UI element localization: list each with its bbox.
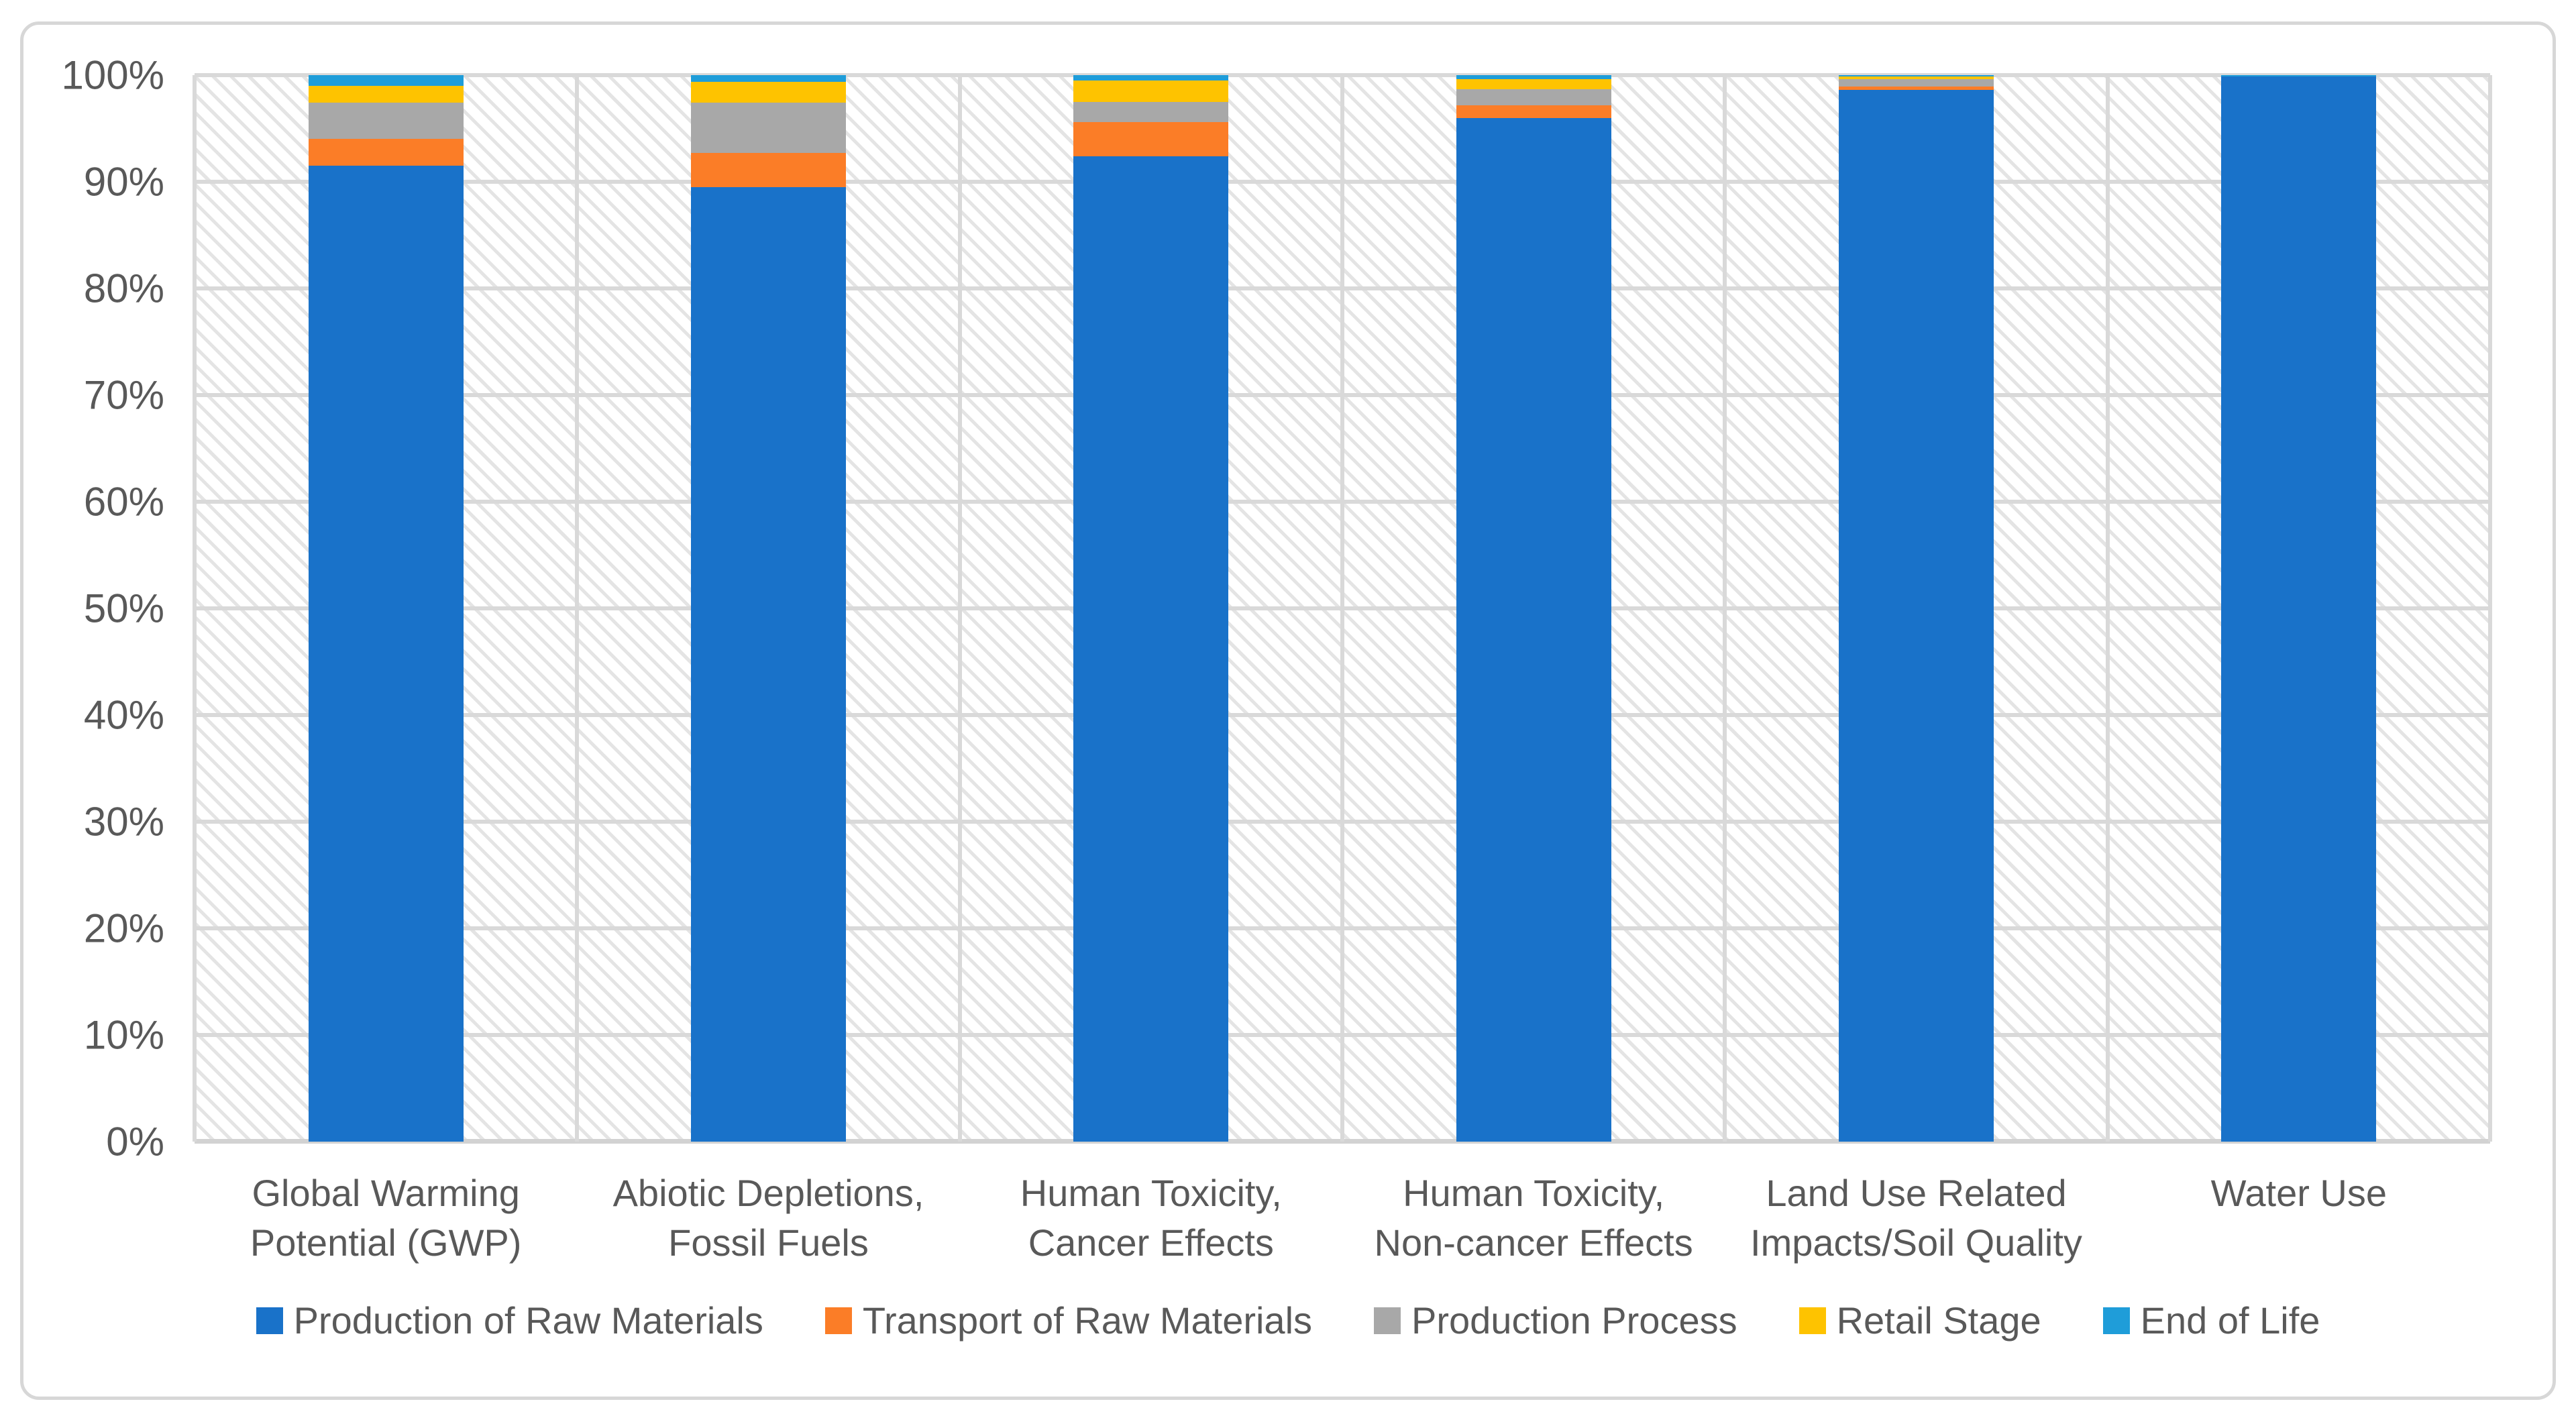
category-label: Water Use bbox=[2210, 1172, 2387, 1214]
legend-swatch-icon bbox=[256, 1307, 283, 1334]
bar-segment bbox=[691, 81, 846, 103]
bar-segment bbox=[1073, 101, 1229, 122]
y-tick-label: 20% bbox=[83, 906, 164, 951]
bar-segment bbox=[1838, 87, 1994, 91]
bar-segment bbox=[1456, 79, 1611, 89]
category-label: Abiotic Depletions, Fossil Fuels bbox=[612, 1172, 924, 1264]
stacked-bar bbox=[2221, 75, 2377, 1142]
y-tick-label: 100% bbox=[61, 52, 164, 98]
bar-segment bbox=[1073, 80, 1229, 102]
bar-segment bbox=[1073, 156, 1229, 1142]
category-label: Human Toxicity, Cancer Effects bbox=[1020, 1172, 1282, 1264]
legend-label: End of Life bbox=[2140, 1299, 2320, 1342]
bar-segment bbox=[308, 103, 464, 140]
y-tick-label: 70% bbox=[83, 372, 164, 418]
stacked-bar bbox=[308, 75, 464, 1142]
bar-segment bbox=[1456, 75, 1611, 80]
plot-area bbox=[193, 73, 2492, 1144]
bar-segment bbox=[691, 75, 846, 82]
y-axis-labels: 0% 10% 20% 30% 40% 50% 60% 70% 80% 90% 100% bbox=[20, 53, 164, 1164]
bar-segment bbox=[1456, 105, 1611, 118]
bar-segment bbox=[1456, 89, 1611, 105]
bar-segment bbox=[2221, 76, 2377, 1142]
vertical-gridline bbox=[2488, 75, 2492, 1142]
vertical-gridline bbox=[193, 75, 197, 1142]
y-tick-label: 90% bbox=[83, 159, 164, 205]
stacked-bar bbox=[1456, 75, 1611, 1142]
stacked-bar bbox=[691, 75, 846, 1142]
legend-item: End of Life bbox=[2102, 1299, 2320, 1342]
stacked-bar bbox=[1073, 75, 1229, 1142]
vertical-gridline bbox=[1723, 75, 1727, 1142]
category-label: Global Warming Potential (GWP) bbox=[250, 1172, 522, 1264]
y-tick-label: 40% bbox=[83, 692, 164, 738]
bar-segment bbox=[1456, 117, 1611, 1142]
category-slot bbox=[1342, 75, 1725, 1142]
y-tick-label: 50% bbox=[83, 586, 164, 631]
bar-segment bbox=[1073, 121, 1229, 156]
legend-label: Production of Raw Materials bbox=[293, 1299, 763, 1342]
legend-label: Retail Stage bbox=[1836, 1299, 2041, 1342]
bar-segment bbox=[691, 153, 846, 187]
bar-segment bbox=[1838, 76, 1994, 79]
bar-segment bbox=[691, 103, 846, 154]
category-label: Human Toxicity, Non-cancer Effects bbox=[1374, 1172, 1693, 1264]
category-slot bbox=[577, 75, 959, 1142]
gridlines-layer bbox=[193, 73, 2492, 1144]
bar-segment bbox=[2221, 75, 2377, 77]
bar-segment bbox=[308, 85, 464, 103]
legend-item: Production Process bbox=[1374, 1299, 1737, 1342]
bar-segment bbox=[1073, 75, 1229, 80]
bar-segment bbox=[308, 75, 464, 86]
category-slot bbox=[2108, 75, 2490, 1142]
legend-swatch-icon bbox=[824, 1307, 852, 1334]
y-tick-label: 80% bbox=[83, 266, 164, 311]
bar-segment bbox=[308, 139, 464, 166]
vertical-gridline bbox=[575, 75, 580, 1142]
y-tick-label: 60% bbox=[83, 479, 164, 525]
bar-segment bbox=[1838, 75, 1994, 77]
legend-label: Transport of Raw Materials bbox=[862, 1299, 1313, 1342]
legend-item: Production of Raw Materials bbox=[256, 1299, 763, 1342]
y-tick-label: 0% bbox=[106, 1119, 164, 1164]
legend: Production of Raw Materials Transport of … bbox=[0, 1299, 2576, 1342]
bar-segment bbox=[1838, 78, 1994, 87]
category-slot bbox=[195, 75, 577, 1142]
category-slot bbox=[1725, 75, 2107, 1142]
bars-layer bbox=[195, 75, 2490, 1142]
category-slot bbox=[960, 75, 1342, 1142]
y-tick-label: 30% bbox=[83, 799, 164, 844]
bar-segment bbox=[1838, 90, 1994, 1142]
category-label: Land Use Related Impacts/Soil Quality bbox=[1750, 1172, 2082, 1264]
x-axis-labels: Global Warming Potential (GWP) Abiotic De… bbox=[195, 1168, 2490, 1268]
legend-item: Retail Stage bbox=[1799, 1299, 2041, 1342]
bar-segment bbox=[308, 166, 464, 1142]
vertical-gridline bbox=[1340, 75, 1344, 1142]
legend-swatch-icon bbox=[1799, 1307, 1826, 1334]
y-tick-label: 10% bbox=[83, 1012, 164, 1058]
stacked-bar bbox=[1838, 75, 1994, 1142]
bar-segment bbox=[691, 186, 846, 1142]
legend-label: Production Process bbox=[1411, 1299, 1737, 1342]
legend-swatch-icon bbox=[2102, 1307, 2130, 1334]
legend-swatch-icon bbox=[1374, 1307, 1401, 1334]
vertical-gridline bbox=[2105, 75, 2110, 1142]
vertical-gridline bbox=[957, 75, 962, 1142]
legend-item: Transport of Raw Materials bbox=[824, 1299, 1313, 1342]
